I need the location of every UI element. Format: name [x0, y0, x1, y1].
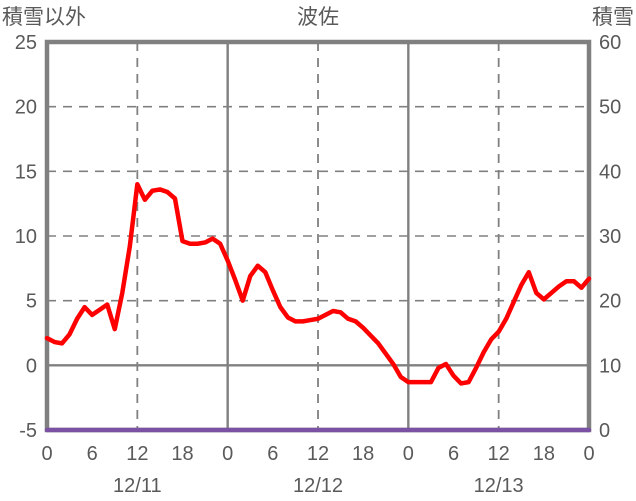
day-label-12-13: 12/13 — [474, 475, 524, 497]
right-tick-30: 30 — [599, 226, 621, 248]
left-tick-0: 0 — [26, 355, 37, 377]
x-tick-3: 18 — [171, 443, 193, 465]
left-tick-15: 15 — [15, 161, 37, 183]
x-tick-4: 0 — [222, 443, 233, 465]
left-tick--5: -5 — [19, 420, 37, 442]
x-tick-0: 0 — [41, 443, 52, 465]
day-label-12-12: 12/12 — [293, 475, 343, 497]
left-axis-title: 積雪以外 — [2, 6, 86, 29]
left-tick-5: 5 — [26, 291, 37, 313]
line-other — [44, 182, 592, 386]
x-tick-11: 18 — [533, 443, 555, 465]
x-tick-9: 6 — [448, 443, 459, 465]
chart-title: 波佐 — [297, 6, 339, 29]
right-tick-0: 0 — [599, 420, 610, 442]
x-tick-1: 6 — [87, 443, 98, 465]
right-tick-20: 20 — [599, 291, 621, 313]
left-tick-20: 20 — [15, 97, 37, 119]
x-tick-7: 18 — [352, 443, 374, 465]
left-tick-25: 25 — [15, 32, 37, 54]
right-axis-title: 積雪 — [592, 6, 634, 29]
right-tick-40: 40 — [599, 161, 621, 183]
day-label-12-11: 12/11 — [113, 475, 162, 497]
x-tick-2: 12 — [126, 443, 148, 465]
x-tick-10: 12 — [488, 443, 510, 465]
x-tick-8: 0 — [403, 443, 414, 465]
right-tick-60: 60 — [599, 32, 621, 54]
right-tick-50: 50 — [599, 97, 621, 119]
x-tick-6: 12 — [307, 443, 329, 465]
left-axis-tick-labels: -5 0 5 10 15 20 25 — [15, 32, 37, 442]
right-axis-tick-labels: 0 10 20 30 40 50 60 — [599, 32, 621, 442]
right-tick-10: 10 — [599, 355, 621, 377]
x-axis-tick-labels: 0 6 12 18 0 6 12 18 0 6 12 18 0 — [41, 443, 594, 465]
left-tick-10: 10 — [15, 226, 37, 248]
series-line-other — [44, 182, 592, 386]
x-axis-day-labels: 12/11 12/12 12/13 — [113, 475, 524, 497]
x-tick-12: 0 — [583, 443, 594, 465]
x-tick-5: 6 — [267, 443, 278, 465]
